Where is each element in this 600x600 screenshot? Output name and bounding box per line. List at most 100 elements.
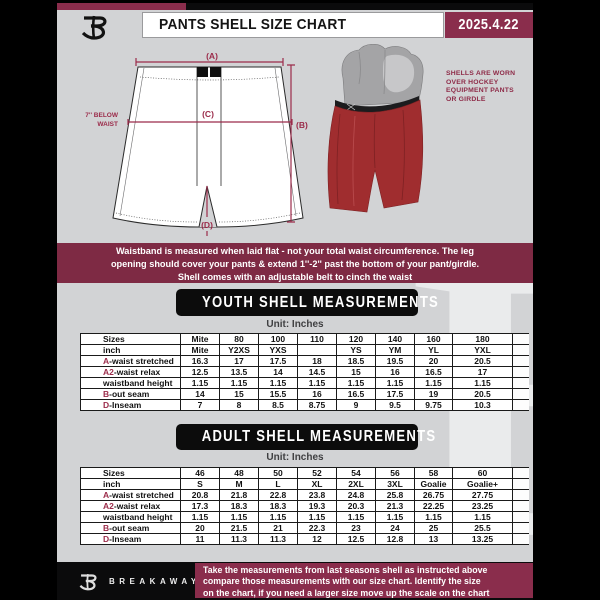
table-row: waistband height 1.15 1.15 1.15 1.15 1.15 1.15… <box>80 377 529 389</box>
row-label: A2-waist relax <box>80 366 181 378</box>
trailing-cell <box>512 533 529 545</box>
value-cell: 120 <box>336 333 376 345</box>
value-cell: 54 <box>336 467 376 479</box>
shell-caption: SHELLS ARE WORN OVER HOCKEY EQUIPMENT PA… <box>446 70 538 105</box>
value-cell: 50 <box>258 467 298 479</box>
value-cell: YXL <box>452 344 513 356</box>
value-cell: 12.5 <box>336 533 376 545</box>
value-cell: 18.5 <box>336 355 376 367</box>
waist-note-line1: 7'' BELOW <box>85 112 119 119</box>
table-row: waistband height 1.15 1.15 1.15 1.15 1.15 1.15… <box>80 511 529 523</box>
table-row: Sizes Mite 80 100 110 120 140 160 180 <box>80 333 529 345</box>
value-cell: 160 <box>414 333 453 345</box>
footer: BREAKAWAY Take the measurements from las… <box>57 562 533 600</box>
value-cell: 1.15 <box>452 377 513 389</box>
value-cell: 8.5 <box>258 399 298 411</box>
value-cell: 16 <box>297 388 337 400</box>
value-cell: 14 <box>180 388 220 400</box>
table-row: D-Inseam 11 11.3 11.3 12 12.5 12.8 13 13.25 <box>80 533 529 545</box>
table-row: D-Inseam 7 8 8.5 8.75 9 9.5 9.75 10.3 <box>80 399 529 411</box>
pants-measurement-diagram: (A) (B) (C) (D) 7'' BELOW WAIST <box>85 51 308 236</box>
value-cell: 52 <box>297 467 337 479</box>
value-cell: 17.5 <box>258 355 298 367</box>
row-label: inch <box>80 344 181 356</box>
value-cell: 21 <box>258 522 298 534</box>
table-row: B-out seam 14 15 15.5 16 16.5 17.5 19 20.5 <box>80 388 529 400</box>
value-cell: 12.5 <box>180 366 220 378</box>
breakaway-logo-icon <box>81 10 113 47</box>
value-cell: 25.5 <box>452 522 513 534</box>
value-cell: 13.25 <box>452 533 513 545</box>
value-cell: 11 <box>180 533 220 545</box>
value-cell: 1.15 <box>414 377 453 389</box>
table-row: inch S M L XL 2XL 3XL Goalie Goalie+ <box>80 478 529 490</box>
value-cell: 12 <box>297 533 337 545</box>
table-row: Sizes 46 48 50 52 54 56 58 60 <box>80 467 529 479</box>
value-cell: 2XL <box>336 478 376 490</box>
row-label: A-waist stretched <box>80 355 181 367</box>
value-cell: 14.5 <box>297 366 337 378</box>
value-cell: 11.3 <box>219 533 259 545</box>
value-cell: 22.8 <box>258 489 298 501</box>
value-cell: 25 <box>414 522 453 534</box>
value-cell: 20 <box>180 522 220 534</box>
value-cell: 1.15 <box>452 511 513 523</box>
value-cell: 110 <box>297 333 337 345</box>
value-cell: 1.15 <box>336 377 376 389</box>
value-cell: 60 <box>452 467 513 479</box>
value-cell: M <box>219 478 259 490</box>
value-cell: 27.75 <box>452 489 513 501</box>
value-cell: 23.8 <box>297 489 337 501</box>
top-accent-strip-black <box>186 3 533 10</box>
trailing-cell <box>512 333 529 345</box>
value-cell: 1.15 <box>219 511 259 523</box>
value-cell: 1.15 <box>375 511 415 523</box>
value-cell: 15 <box>336 366 376 378</box>
table-row: A-waist stretched 16.3 17 17.5 18 18.5 19.5 20 2… <box>80 355 529 367</box>
value-cell: 18 <box>297 355 337 367</box>
value-cell: 1.15 <box>375 377 415 389</box>
diagram-label-d: (D) <box>201 220 213 230</box>
value-cell: 17.5 <box>375 388 415 400</box>
value-cell: 1.15 <box>219 377 259 389</box>
value-cell: YXS <box>258 344 298 356</box>
youth-unit-label: Unit: Inches <box>266 319 324 330</box>
table-row: A2-waist relax 12.5 13.5 14 14.5 15 16 16.5 17 <box>80 366 529 378</box>
value-cell: 1.15 <box>258 377 298 389</box>
value-cell: 100 <box>258 333 298 345</box>
adult-size-table: Sizes 46 48 50 52 54 56 58 60 inch S M L XL 2XL 3XL Goal… <box>80 467 529 545</box>
value-cell: 9.5 <box>375 399 415 411</box>
value-cell: 1.15 <box>297 377 337 389</box>
value-cell: 23.25 <box>452 500 513 512</box>
value-cell: XL <box>297 478 337 490</box>
value-cell: 25.8 <box>375 489 415 501</box>
waist-note-line2: WAIST <box>97 121 118 128</box>
value-cell: 8 <box>219 399 259 411</box>
row-label: waistband height <box>80 377 181 389</box>
date-badge: 2025.4.22 <box>445 12 533 38</box>
value-cell: 20.5 <box>452 388 513 400</box>
row-label: D-Inseam <box>80 399 181 411</box>
value-cell: 12.8 <box>375 533 415 545</box>
trailing-cell <box>512 489 529 501</box>
value-cell: 1.15 <box>297 511 337 523</box>
row-label: inch <box>80 478 181 490</box>
value-cell: 20.5 <box>452 355 513 367</box>
row-label: A2-waist relax <box>80 500 181 512</box>
value-cell: 7 <box>180 399 220 411</box>
notice-line: Waistband is measured when laid flat - n… <box>115 246 475 256</box>
value-cell: 16 <box>375 366 415 378</box>
value-cell: 20.3 <box>336 500 376 512</box>
value-cell: 1.15 <box>336 511 376 523</box>
value-cell: Goalie <box>414 478 453 490</box>
value-cell: 140 <box>375 333 415 345</box>
value-cell: 1.15 <box>258 511 298 523</box>
caption-line: SHELLS ARE WORN <box>446 70 516 77</box>
trailing-cell <box>512 366 529 378</box>
trailing-cell <box>512 511 529 523</box>
value-cell: Mite <box>180 333 220 345</box>
value-cell: 24 <box>375 522 415 534</box>
table-row: inch Mite Y2XS YXS YS YM YL YXL <box>80 344 529 356</box>
value-cell: 9.75 <box>414 399 453 411</box>
